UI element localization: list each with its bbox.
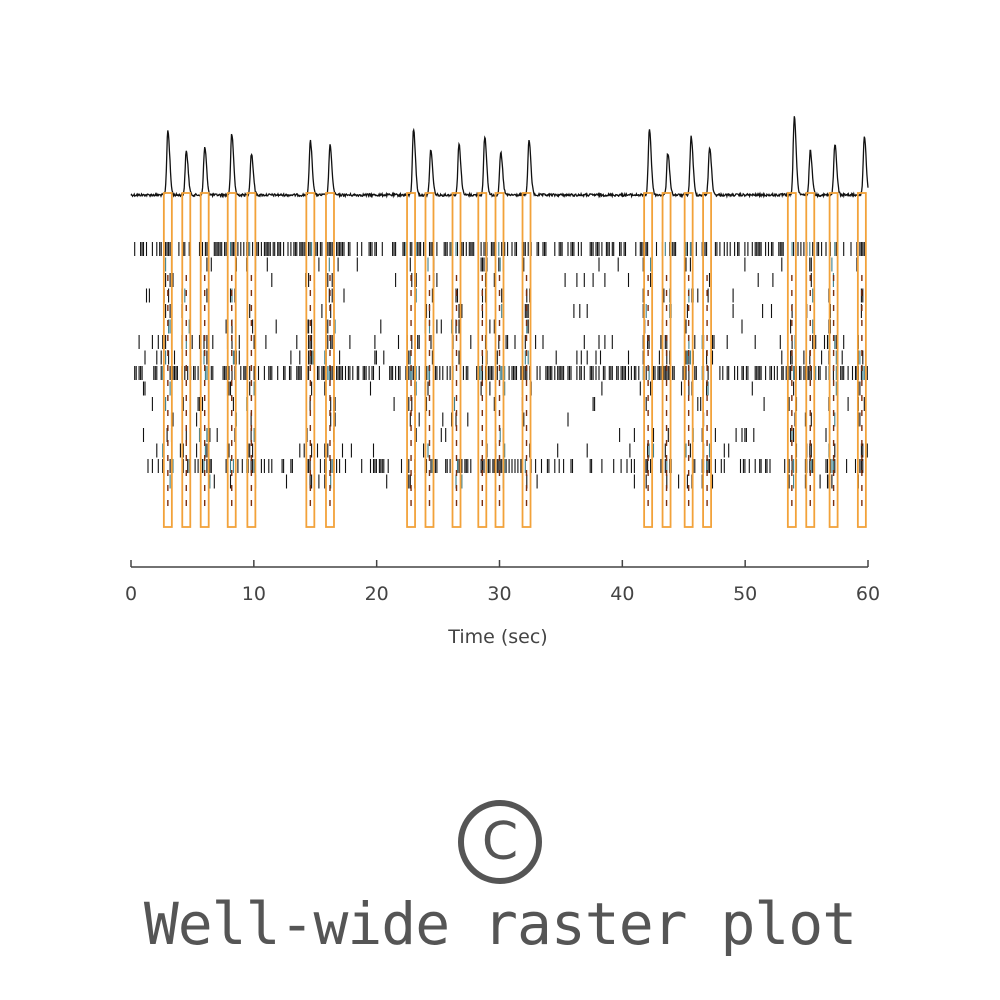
x-tick-label: 30 [487, 583, 511, 605]
channel-row [134, 366, 868, 380]
burst-box [305, 192, 316, 528]
x-tick-label: 60 [856, 583, 880, 605]
x-tick-label: 20 [365, 583, 389, 605]
burst-box [451, 192, 462, 528]
burst-box [661, 192, 672, 528]
burst-trace [130, 116, 869, 199]
panel-letter: C [458, 800, 542, 884]
burst-box [325, 192, 335, 528]
x-axis: 0 10 20 30 40 50 60 [125, 560, 880, 605]
burst-box-outline [643, 192, 654, 528]
burst-box [856, 192, 867, 528]
burst-box [406, 192, 416, 528]
burst-box-outline [226, 192, 237, 528]
caption-text: Well-wide raster plot [143, 890, 857, 958]
channel-row [145, 288, 864, 303]
x-axis-label: Time (sec) [447, 626, 547, 648]
burst-box [199, 192, 210, 528]
burst-box-outline [477, 192, 488, 528]
x-tick-label: 0 [125, 583, 137, 605]
burst-box-outline [451, 192, 462, 528]
raster-chart: 0 10 20 30 40 50 60 Time (sec) [125, 116, 880, 648]
burst-box-outline [494, 192, 505, 528]
burst-box [786, 192, 797, 528]
x-tick-label: 10 [242, 583, 266, 605]
burst-box [226, 192, 237, 528]
burst-box-outline [828, 192, 839, 528]
burst-box-outline [162, 192, 173, 528]
burst-box [805, 192, 816, 528]
channel-row [170, 412, 867, 427]
x-tick-label: 40 [610, 583, 634, 605]
burst-box [181, 192, 192, 528]
burst-box-outline [661, 192, 672, 528]
channel-row [147, 459, 867, 473]
burst-box-outline [683, 192, 694, 528]
burst-box-outline [305, 192, 316, 528]
burst-box [643, 192, 654, 528]
burst-box-outline [246, 192, 257, 528]
burst-boxes [162, 192, 867, 528]
burst-box-outline [856, 192, 867, 528]
burst-box [702, 192, 712, 528]
burst-box [683, 192, 694, 528]
channel-row [165, 257, 858, 272]
burst-box [162, 192, 173, 528]
burst-box-outline [325, 192, 335, 528]
trace-line [130, 116, 869, 199]
channel-row [156, 443, 868, 458]
channel-row [151, 397, 867, 411]
burst-box-outline [181, 192, 192, 528]
channel-row [169, 474, 867, 489]
burst-box-outline [424, 192, 435, 528]
burst-box-outline [702, 192, 712, 528]
burst-box [424, 192, 435, 528]
figure-caption: C Well-wide raster plot [0, 800, 1000, 958]
burst-box [521, 192, 532, 528]
raster-spikes [134, 242, 868, 489]
burst-box-outline [521, 192, 532, 528]
burst-box [477, 192, 488, 528]
burst-box-outline [406, 192, 416, 528]
channel-row [134, 242, 867, 256]
burst-box [494, 192, 505, 528]
burst-box-outline [199, 192, 210, 528]
burst-box [828, 192, 839, 528]
burst-box [246, 192, 257, 528]
burst-box-outline [786, 192, 797, 528]
channel-row [165, 304, 862, 318]
x-tick-label: 50 [733, 583, 757, 605]
burst-box-outline [805, 192, 816, 528]
